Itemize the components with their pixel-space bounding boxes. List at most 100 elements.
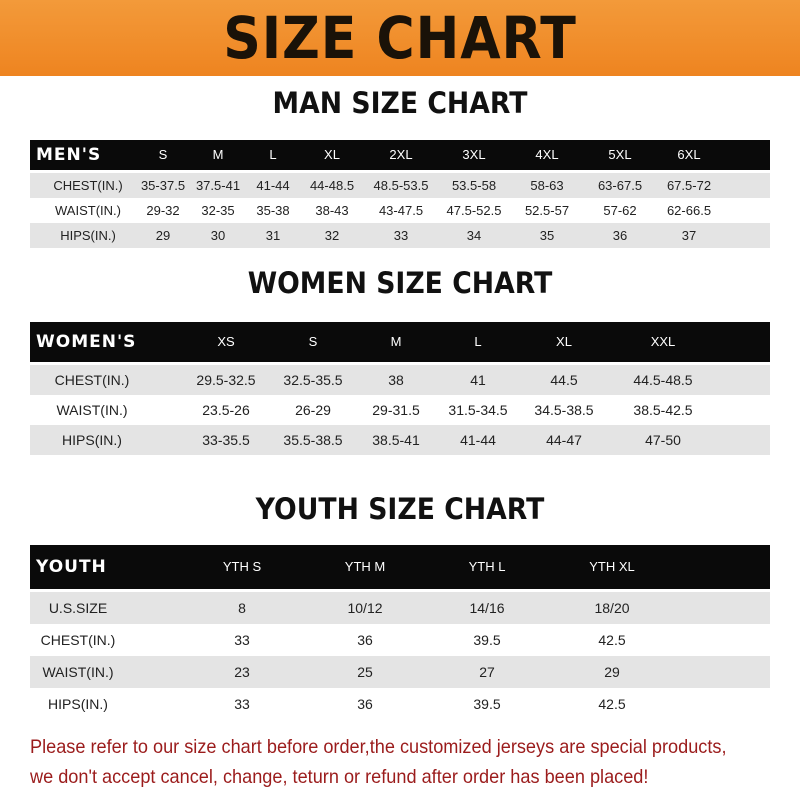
- table-group-label: MEN'S: [36, 145, 102, 165]
- size-value: 41-44: [256, 178, 290, 193]
- table-row: CHEST(IN.) 33 36 39.5 42.5: [30, 624, 770, 656]
- size-value: 35-38: [256, 203, 290, 218]
- size-value: 23.5-26: [202, 402, 250, 418]
- size-value: 23: [234, 664, 250, 680]
- size-value: 44-47: [546, 432, 582, 448]
- order-notice-line-2: we don't accept cancel, change, teturn o…: [30, 766, 649, 788]
- size-value: 37.5-41: [195, 178, 241, 193]
- size-value: 31.5-34.5: [448, 402, 508, 418]
- size-value: 48.5-53.5: [373, 178, 429, 193]
- table-row: WAIST(IN.) 29-32 32-35 35-38 38-43 43-47.5 47.…: [30, 198, 770, 223]
- size-value: 29-31.5: [372, 402, 420, 418]
- size-value: 34: [466, 228, 482, 243]
- measurement-label: HIPS(IN.): [48, 696, 108, 712]
- size-value: 14/16: [469, 600, 505, 616]
- size-header: YTH XL: [589, 559, 635, 574]
- size-header: 3XL: [462, 147, 486, 162]
- size-header: XXL: [650, 334, 676, 349]
- size-value: 52.5-57: [524, 203, 570, 218]
- size-value: 38.5-41: [372, 432, 420, 448]
- size-value: 47.5-52.5: [446, 203, 502, 218]
- size-value: 32.5-35.5: [283, 372, 343, 388]
- size-value: 36: [357, 632, 373, 648]
- size-value: 57-62: [603, 203, 637, 218]
- size-value: 29: [604, 664, 620, 680]
- size-value: 34.5-38.5: [534, 402, 594, 418]
- size-value: 42.5: [598, 632, 626, 648]
- size-value: 41-44: [460, 432, 496, 448]
- size-value: 67.5-72: [666, 178, 712, 193]
- size-value: 39.5: [473, 632, 501, 648]
- size-value: 41: [470, 372, 486, 388]
- size-header: XL: [324, 147, 340, 162]
- measurement-label: CHEST(IN.): [54, 372, 130, 388]
- size-value: 35: [539, 228, 555, 243]
- size-value: 63-67.5: [597, 178, 643, 193]
- measurement-label: WAIST(IN.): [56, 402, 128, 418]
- size-header: 6XL: [677, 147, 701, 162]
- size-value: 29-32: [146, 203, 180, 218]
- measurement-label: HIPS(IN.): [62, 432, 122, 448]
- size-value: 53.5-58: [451, 178, 497, 193]
- size-value: 33: [234, 696, 250, 712]
- size-value: 38-43: [315, 203, 349, 218]
- table-header-row: WOMEN'S XS S M L XL XXL: [30, 322, 770, 362]
- banner-title: SIZE CHART: [223, 4, 577, 72]
- size-header: YTH L: [468, 559, 506, 574]
- table-header-row: MEN'S S M L XL 2XL 3XL 4XL 5XL 6XL: [30, 140, 770, 170]
- measurement-label: U.S.SIZE: [48, 600, 108, 616]
- size-value: 43-47.5: [378, 203, 424, 218]
- size-value: 10/12: [347, 600, 383, 616]
- size-value: 47-50: [645, 432, 681, 448]
- table-row: HIPS(IN.) 33-35.5 35.5-38.5 38.5-41 41-44 44-…: [30, 425, 770, 455]
- size-value: 35-37.5: [140, 178, 186, 193]
- size-value: 33: [234, 632, 250, 648]
- size-header: YTH S: [222, 559, 262, 574]
- size-value: 44-48.5: [309, 178, 355, 193]
- table-row: HIPS(IN.) 29 30 31 32 33 34 35 36 37: [30, 223, 770, 248]
- size-value: 38: [388, 372, 404, 388]
- table-row: CHEST(IN.) 35-37.5 37.5-41 41-44 44-48.5 48.5…: [30, 173, 770, 198]
- size-header: YTH M: [344, 559, 386, 574]
- youth-size-table: YOUTH YTH S YTH M YTH L YTH XL U.S.SIZE 8 10/12…: [30, 545, 770, 720]
- table-row: WAIST(IN.) 23 25 27 29: [30, 656, 770, 688]
- size-value: 62-66.5: [666, 203, 712, 218]
- size-value: 29: [155, 228, 171, 243]
- size-value: 37: [681, 228, 697, 243]
- measurement-label: WAIST(IN.): [42, 664, 114, 680]
- size-header: XS: [217, 334, 235, 349]
- table-group-label: WOMEN'S: [36, 332, 137, 352]
- size-value: 33-35.5: [202, 432, 250, 448]
- size-chart-banner: SIZE CHART: [0, 0, 800, 76]
- women-title: WOMEN SIZE CHART: [247, 266, 553, 300]
- women-size-table: WOMEN'S XS S M L XL XXL CHEST(IN.) 29.5-32.5 32.5…: [30, 322, 770, 455]
- size-header: S: [308, 334, 318, 349]
- size-header: 2XL: [389, 147, 413, 162]
- size-header: L: [269, 147, 277, 162]
- size-header: M: [390, 334, 402, 349]
- table-header-row: YOUTH YTH S YTH M YTH L YTH XL: [30, 545, 770, 589]
- size-value: 8: [238, 600, 246, 616]
- size-value: 36: [612, 228, 628, 243]
- size-header: 5XL: [608, 147, 632, 162]
- table-row: WAIST(IN.) 23.5-26 26-29 29-31.5 31.5-34.5 34…: [30, 395, 770, 425]
- size-value: 38.5-42.5: [633, 402, 693, 418]
- size-value: 39.5: [473, 696, 501, 712]
- order-notice-line-1: Please refer to our size chart before or…: [30, 736, 727, 758]
- size-value: 44.5: [550, 372, 578, 388]
- table-row: CHEST(IN.) 29.5-32.5 32.5-35.5 38 41 44.5 44.5…: [30, 365, 770, 395]
- size-value: 27: [479, 664, 495, 680]
- size-header: L: [474, 334, 482, 349]
- measurement-label: CHEST(IN.): [40, 632, 116, 648]
- table-row: HIPS(IN.) 33 36 39.5 42.5: [30, 688, 770, 720]
- size-value: 29.5-32.5: [196, 372, 256, 388]
- size-value: 25: [357, 664, 373, 680]
- men-title: MAN SIZE CHART: [272, 86, 528, 120]
- size-value: 32-35: [201, 203, 235, 218]
- size-value: 36: [357, 696, 373, 712]
- table-row: U.S.SIZE 8 10/12 14/16 18/20: [30, 592, 770, 624]
- size-value: 33: [393, 228, 409, 243]
- size-value: 30: [210, 228, 226, 243]
- size-value: 26-29: [295, 402, 331, 418]
- youth-title: YOUTH SIZE CHART: [255, 492, 545, 526]
